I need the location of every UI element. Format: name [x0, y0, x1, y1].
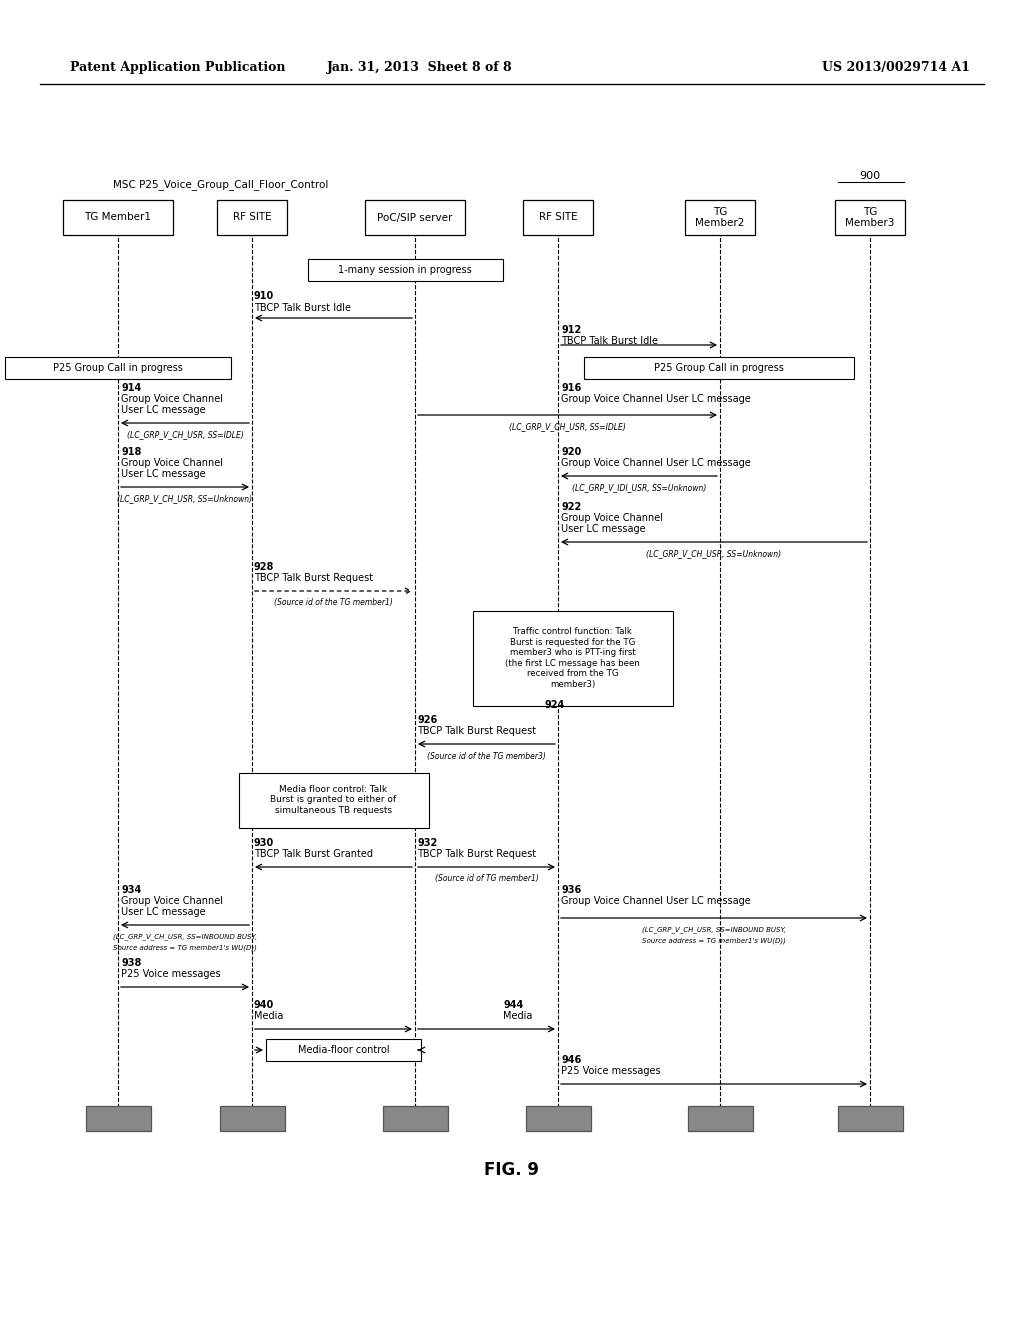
Text: TBCP Talk Burst Request: TBCP Talk Burst Request	[417, 726, 537, 737]
Text: 928: 928	[254, 562, 274, 572]
Text: TBCP Talk Burst Request: TBCP Talk Burst Request	[417, 849, 537, 859]
FancyBboxPatch shape	[383, 1106, 447, 1130]
Text: 930: 930	[254, 838, 274, 847]
Text: 944: 944	[503, 1001, 523, 1010]
Text: (LC_GRP_V_CH_USR, SS=Unknown): (LC_GRP_V_CH_USR, SS=Unknown)	[118, 495, 253, 503]
Text: User LC message: User LC message	[121, 469, 206, 479]
Text: Group Voice Channel User LC message: Group Voice Channel User LC message	[561, 896, 751, 906]
Text: P25 Group Call in progress: P25 Group Call in progress	[654, 363, 784, 374]
Text: Media: Media	[503, 1011, 532, 1020]
FancyBboxPatch shape	[525, 1106, 591, 1130]
Text: 912: 912	[561, 325, 582, 335]
Text: (LC_GRP_V_CH_USR, SS=Unknown): (LC_GRP_V_CH_USR, SS=Unknown)	[646, 549, 781, 558]
Text: Source address = TG member1's WU(D)): Source address = TG member1's WU(D))	[113, 945, 257, 952]
Text: 910: 910	[254, 290, 274, 301]
Text: 946: 946	[561, 1055, 582, 1065]
Text: (LC_GRP_V_CH_USR, SS=IDLE): (LC_GRP_V_CH_USR, SS=IDLE)	[509, 422, 626, 432]
Text: (LC_GRP_V_CH_USR, SS=IDLE): (LC_GRP_V_CH_USR, SS=IDLE)	[127, 430, 244, 440]
Text: Media floor control: Talk
Burst is granted to either of
simultaneous TB requests: Media floor control: Talk Burst is grant…	[270, 785, 396, 814]
Text: 1-many session in progress: 1-many session in progress	[338, 265, 472, 275]
Text: 936: 936	[561, 884, 582, 895]
Text: User LC message: User LC message	[121, 405, 206, 414]
FancyBboxPatch shape	[365, 201, 465, 235]
Text: TG
Member2: TG Member2	[695, 207, 744, 228]
FancyBboxPatch shape	[835, 201, 905, 235]
FancyBboxPatch shape	[687, 1106, 753, 1130]
Text: Group Voice Channel User LC message: Group Voice Channel User LC message	[561, 458, 751, 469]
FancyBboxPatch shape	[307, 259, 503, 281]
Text: (Source id of TG member1): (Source id of TG member1)	[434, 874, 539, 883]
Text: TG
Member3: TG Member3	[846, 207, 895, 228]
Text: Group Voice Channel: Group Voice Channel	[561, 513, 663, 523]
Text: User LC message: User LC message	[561, 524, 645, 535]
Text: US 2013/0029714 A1: US 2013/0029714 A1	[822, 62, 970, 74]
Text: Group Voice Channel User LC message: Group Voice Channel User LC message	[561, 393, 751, 404]
Text: (Source id of the TG member3): (Source id of the TG member3)	[427, 751, 546, 760]
Text: Patent Application Publication: Patent Application Publication	[70, 62, 286, 74]
Text: 920: 920	[561, 447, 582, 457]
Text: (Source id of the TG member1): (Source id of the TG member1)	[274, 598, 393, 607]
Text: Group Voice Channel: Group Voice Channel	[121, 458, 223, 469]
Text: 938: 938	[121, 958, 141, 968]
FancyBboxPatch shape	[85, 1106, 151, 1130]
FancyBboxPatch shape	[219, 1106, 285, 1130]
Text: FIG. 9: FIG. 9	[484, 1162, 540, 1179]
FancyBboxPatch shape	[217, 201, 287, 235]
Text: Source address = TG member1's WU(D)): Source address = TG member1's WU(D))	[642, 937, 786, 944]
FancyBboxPatch shape	[838, 1106, 902, 1130]
Text: 926: 926	[417, 715, 437, 725]
Text: PoC/SIP server: PoC/SIP server	[377, 213, 453, 223]
Text: MSC P25_Voice_Group_Call_Floor_Control: MSC P25_Voice_Group_Call_Floor_Control	[113, 180, 329, 190]
Text: P25 Voice messages: P25 Voice messages	[561, 1067, 660, 1076]
Text: 922: 922	[561, 502, 582, 512]
FancyBboxPatch shape	[63, 201, 173, 235]
Text: 914: 914	[121, 383, 141, 393]
Text: 934: 934	[121, 884, 141, 895]
Text: (LC_GRP_V_CH_USR, SS=INBOUND BUSY,: (LC_GRP_V_CH_USR, SS=INBOUND BUSY,	[642, 927, 786, 933]
Text: Group Voice Channel: Group Voice Channel	[121, 393, 223, 404]
Text: (LC_GRP_V_IDI_USR, SS=Unknown): (LC_GRP_V_IDI_USR, SS=Unknown)	[571, 483, 707, 492]
Text: Traffic control function: Talk
Burst is requested for the TG
member3 who is PTT-: Traffic control function: Talk Burst is …	[505, 627, 640, 689]
Text: RF SITE: RF SITE	[232, 213, 271, 223]
FancyBboxPatch shape	[266, 1039, 421, 1061]
Text: TG Member1: TG Member1	[85, 213, 152, 223]
Text: Media-floor control: Media-floor control	[298, 1045, 389, 1055]
Text: 900: 900	[859, 172, 881, 181]
Text: TBCP Talk Burst Granted: TBCP Talk Burst Granted	[254, 849, 373, 859]
Text: Media: Media	[254, 1011, 284, 1020]
FancyBboxPatch shape	[685, 201, 755, 235]
Text: User LC message: User LC message	[121, 907, 206, 917]
Text: Group Voice Channel: Group Voice Channel	[121, 896, 223, 906]
FancyBboxPatch shape	[239, 772, 428, 828]
Text: TBCP Talk Burst Idle: TBCP Talk Burst Idle	[561, 337, 658, 346]
FancyBboxPatch shape	[472, 610, 673, 705]
Text: P25 Group Call in progress: P25 Group Call in progress	[53, 363, 183, 374]
Text: Jan. 31, 2013  Sheet 8 of 8: Jan. 31, 2013 Sheet 8 of 8	[328, 62, 513, 74]
Text: TBCP Talk Burst Request: TBCP Talk Burst Request	[254, 573, 373, 583]
Text: (LC_GRP_V_CH_USR, SS=INBOUND BUSY,: (LC_GRP_V_CH_USR, SS=INBOUND BUSY,	[113, 933, 257, 940]
Text: 916: 916	[561, 383, 582, 393]
Text: 940: 940	[254, 1001, 274, 1010]
Text: P25 Voice messages: P25 Voice messages	[121, 969, 220, 979]
FancyBboxPatch shape	[5, 356, 231, 379]
Text: 924: 924	[545, 700, 565, 710]
FancyBboxPatch shape	[584, 356, 854, 379]
Text: RF SITE: RF SITE	[539, 213, 578, 223]
Text: TBCP Talk Burst Idle: TBCP Talk Burst Idle	[254, 304, 351, 313]
FancyBboxPatch shape	[523, 201, 593, 235]
Text: 932: 932	[417, 838, 437, 847]
Text: 918: 918	[121, 447, 141, 457]
